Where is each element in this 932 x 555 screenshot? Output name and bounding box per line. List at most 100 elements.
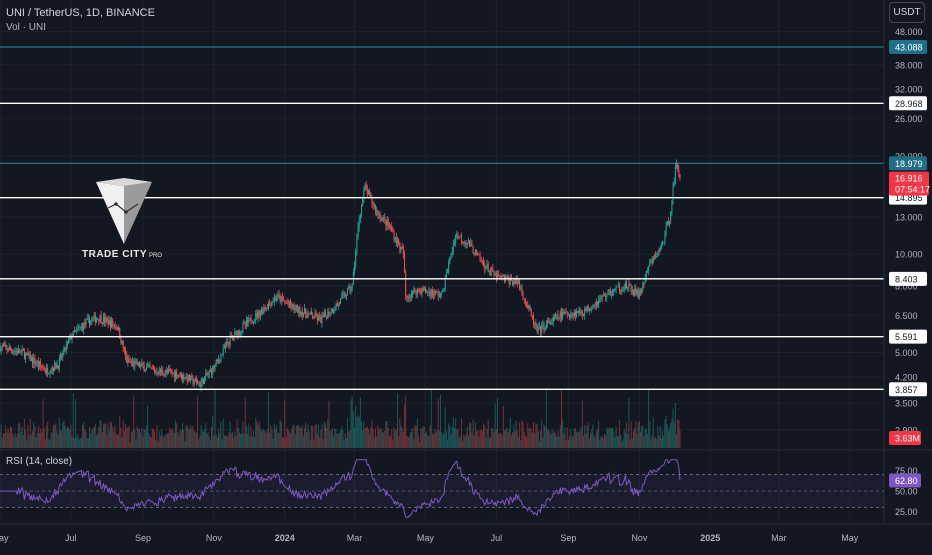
candle-body [393,232,395,240]
candle-body [244,322,246,326]
candle-body [295,305,297,308]
candle-body [464,242,466,244]
volume-bar [408,436,410,448]
candle-body [190,375,192,381]
volume-bar [660,438,662,448]
currency-button[interactable]: USDT [889,2,925,23]
volume-bar [163,437,165,448]
candle-body [132,361,134,363]
volume-bar [667,431,669,448]
volume-bar [149,435,151,448]
candle-body [542,324,544,325]
candle-body [617,286,619,288]
volume-bar [413,439,415,448]
candle-body [211,370,213,375]
candle-body [447,272,449,274]
volume-bar [287,429,289,448]
symbol-title: UNI / TetherUS, 1D, BINANCE [6,7,155,19]
volume-bar [448,423,450,448]
volume-bar [82,424,84,448]
volume-bar [402,431,404,448]
candle-body [594,305,596,307]
candle-body [30,357,32,362]
volume-bar [225,435,227,448]
volume-bar [485,437,487,448]
candle-body [460,235,462,242]
volume-bar [263,429,265,448]
volume-bar [272,438,274,448]
volume-bar [194,431,196,448]
candle-body [563,311,565,314]
level-price-text: 28.968 [895,99,923,109]
volume-bar [111,422,113,448]
candle-body [474,250,476,255]
volume-bar [421,428,423,448]
volume-bar [238,432,240,448]
volume-bar [326,427,328,448]
candle-body [138,362,140,368]
candle-body [6,346,8,350]
candle-body [498,274,500,276]
volume-bar [273,423,275,448]
candle-body [534,322,536,325]
candle-body [20,351,22,353]
volume-bar [158,430,160,448]
volume-bar [650,439,652,448]
volume-bar [98,426,100,448]
candle-body [40,361,42,366]
candle-body [437,291,439,297]
level-price-tag [889,329,927,344]
volume-bar [379,427,381,448]
candle-body [358,218,360,227]
candle-body [234,331,236,337]
candle-body [344,293,346,297]
volume-bar [161,429,163,448]
volume-bar [519,422,521,448]
candle-body [679,175,681,180]
candle-body [670,211,672,222]
volume-bar [593,435,595,448]
candle-body [55,362,57,369]
candle-body [674,167,676,182]
candle-body [350,288,352,291]
candle-body [256,312,258,318]
volume-bar [115,434,117,448]
candle-body [467,240,469,244]
volume-bar [216,437,218,448]
candle-body [409,296,411,298]
volume-bar [436,429,438,448]
candle-body [164,373,166,376]
candle-body [16,350,18,354]
volume-bar [298,425,300,448]
volume-bar [300,427,302,448]
candle-body [361,205,363,215]
volume-bar [392,439,394,448]
volume-bar [387,427,389,448]
candle-body [483,261,485,265]
candle-body [531,315,533,317]
candle-body [264,308,266,310]
candle-body [77,328,79,330]
candle-body [25,353,27,359]
volume-bar [572,435,574,448]
candle-body [333,310,335,313]
volume-bar [223,435,225,448]
candle-body [49,372,51,374]
candle-body [323,312,325,317]
volume-bar [90,433,92,448]
volume-bar [416,418,418,448]
candle-body [430,289,432,297]
volume-bar [648,388,650,448]
candle-body [472,245,474,254]
volume-bar [44,438,46,448]
candle-body [154,369,156,373]
price-tick-label: 13.000 [895,212,923,222]
candle-body [122,341,124,349]
candle-body [125,350,127,356]
candle-body [277,294,279,298]
candle-body [227,342,229,344]
volume-bar [467,435,469,448]
candle-body [653,255,655,257]
